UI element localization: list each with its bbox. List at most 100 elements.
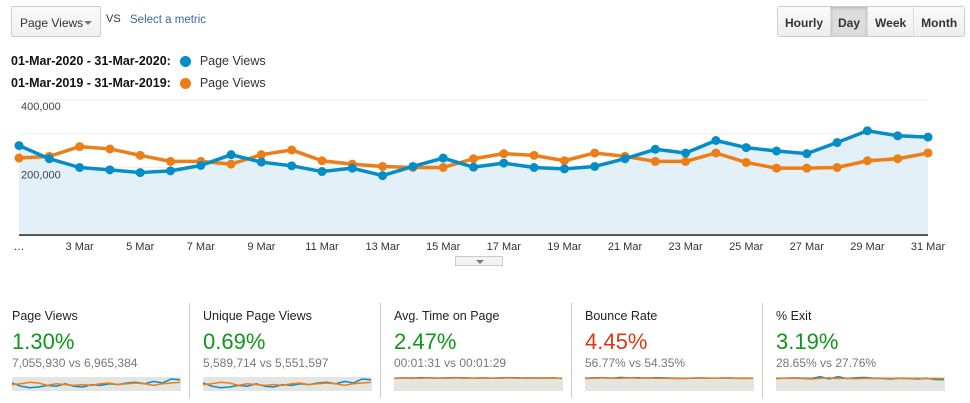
chevron-down-icon: [84, 21, 92, 25]
scorecard-title: % Exit: [776, 309, 812, 323]
data-point: [438, 153, 448, 163]
x-tick-label: 23 Mar: [668, 241, 703, 253]
data-point: [650, 144, 660, 154]
data-point: [135, 150, 145, 160]
sparkline: [776, 375, 945, 391]
data-point: [681, 148, 691, 158]
vs-label: VS: [106, 13, 121, 25]
sparkline-series: [203, 381, 372, 387]
x-tick-label: 17 Mar: [487, 241, 522, 253]
x-tick-label: 7 Mar: [187, 241, 215, 253]
data-point: [741, 143, 751, 153]
sparkline-series: [585, 377, 754, 380]
chart-resize-handle[interactable]: [455, 256, 503, 266]
data-point: [529, 150, 539, 160]
data-point: [105, 144, 115, 154]
period-week-button[interactable]: Week: [867, 7, 914, 36]
data-point: [287, 145, 297, 155]
legend-range: 01-Mar-2019 - 31-Mar-2019:: [11, 76, 171, 90]
sparkline: [585, 376, 754, 391]
data-point: [590, 148, 600, 158]
period-hourly-button[interactable]: Hourly: [778, 7, 831, 36]
x-tick-label: 31 Mar: [911, 241, 946, 253]
x-tick-label: 13 Mar: [365, 241, 400, 253]
y-tick-label: 200,000: [21, 170, 61, 182]
scorecard[interactable]: Page Views 1.30% 7,055,930 vs 6,965,384: [0, 303, 190, 398]
scorecard[interactable]: % Exit 3.19% 28.65% vs 27.76%: [764, 303, 954, 398]
data-point: [378, 171, 388, 181]
sparkline-series: [12, 381, 181, 387]
period-month-button[interactable]: Month: [913, 7, 965, 36]
data-point: [862, 126, 872, 136]
data-point: [802, 149, 812, 159]
period-selector: Hourly Day Week Month: [777, 6, 966, 37]
x-tick-label: 11 Mar: [305, 241, 339, 253]
data-point: [590, 161, 600, 171]
data-point: [14, 141, 24, 151]
data-point: [44, 154, 54, 164]
data-point: [499, 158, 509, 168]
data-point: [893, 154, 903, 164]
select-metric-link[interactable]: Select a metric: [130, 14, 207, 26]
data-point: [226, 159, 236, 169]
scorecard[interactable]: Unique Page Views 0.69% 5,589,714 vs 5,5…: [191, 303, 381, 398]
divider: [571, 303, 572, 398]
y-tick-label: 400,000: [21, 101, 61, 113]
scorecard-change: 1.30%: [12, 329, 75, 354]
data-point: [620, 154, 630, 164]
legend-current: 01-Mar-2020 - 31-Mar-2020: Page Views: [11, 54, 266, 68]
x-tick-label: 21 Mar: [608, 241, 643, 253]
data-point: [862, 156, 872, 166]
data-point: [75, 163, 85, 172]
period-day-button[interactable]: Day: [830, 7, 868, 36]
data-point: [317, 167, 327, 177]
scorecard[interactable]: Avg. Time on Page 2.47% 00:01:31 vs 00:0…: [382, 303, 572, 398]
data-point: [711, 148, 721, 158]
data-point: [347, 163, 357, 173]
data-point: [135, 168, 145, 178]
legend-dot-icon: [179, 77, 191, 89]
scorecard-compare: 5,589,714 vs 5,551,597: [203, 356, 329, 370]
data-point: [832, 138, 842, 148]
data-point: [438, 163, 448, 172]
data-point: [923, 132, 933, 142]
data-point: [802, 163, 812, 173]
data-point: [196, 160, 206, 170]
x-tick-label: 25 Mar: [729, 241, 764, 253]
data-point: [166, 156, 175, 166]
scorecard-change: 0.69%: [203, 329, 266, 354]
data-point: [256, 157, 266, 167]
data-point: [681, 156, 691, 166]
scorecard[interactable]: Bounce Rate 4.45% 56.77% vs 54.35%: [573, 303, 763, 398]
line-chart: 400,000 200,000 … 3 Mar 5 Mar 7 Mar 9 Mar 11 Ma…: [14, 99, 946, 253]
data-point: [559, 164, 569, 174]
scorecard-change: 2.47%: [394, 329, 457, 354]
data-point: [499, 149, 509, 159]
series-area: [19, 130, 928, 235]
scorecard-title: Page Views: [12, 309, 78, 323]
x-tick-label: 29 Mar: [850, 241, 885, 253]
data-point: [408, 161, 418, 171]
legend-label: Page Views: [199, 54, 266, 68]
data-point: [711, 136, 721, 145]
scorecard-compare: 7,055,930 vs 6,965,384: [12, 356, 138, 370]
divider: [189, 303, 190, 398]
data-point: [105, 165, 115, 175]
x-tick-label: 3 Mar: [66, 241, 94, 253]
data-point: [287, 161, 297, 171]
data-point: [14, 153, 24, 163]
x-tick-label: 19 Mar: [547, 241, 582, 253]
x-tick-label: …: [14, 241, 25, 253]
data-point: [75, 142, 85, 152]
divider: [380, 303, 381, 398]
data-point: [650, 156, 660, 166]
data-point: [469, 162, 478, 172]
data-point: [772, 146, 781, 156]
sparkline: [394, 376, 563, 391]
legend-dot-icon: [179, 55, 191, 67]
scorecard-compare: 00:01:31 vs 00:01:29: [394, 356, 507, 370]
data-point: [469, 154, 478, 164]
metric-select[interactable]: Page Views: [11, 6, 101, 37]
legend-range: 01-Mar-2020 - 31-Mar-2020:: [11, 54, 171, 68]
scorecard-title: Bounce Rate: [585, 309, 658, 323]
